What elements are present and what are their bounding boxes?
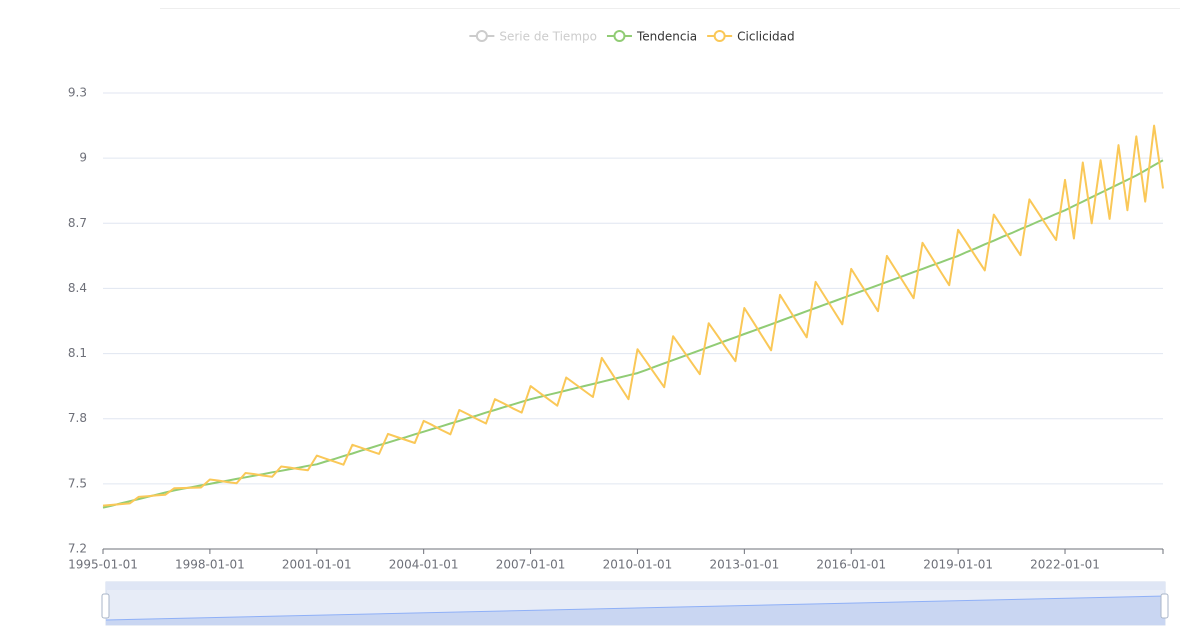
- x-tick-label: 2022-01-01: [1030, 558, 1100, 572]
- legend: Serie de Tiempo Tendencia Ciclicidad: [469, 30, 795, 44]
- data-zoom[interactable]: [101, 581, 1169, 626]
- x-tick-label: 2016-01-01: [816, 558, 886, 572]
- legend-item[interactable]: Tendencia: [606, 30, 697, 44]
- y-tick-label: 8.7: [68, 216, 87, 230]
- x-tick-label: 1998-01-01: [175, 558, 245, 572]
- zoom-bar: [106, 582, 1165, 590]
- x-tick-label: 1995-01-01: [68, 558, 138, 572]
- zoom-handle[interactable]: [1160, 593, 1169, 619]
- zoom-preview: [105, 595, 1166, 621]
- legend-symbol: [713, 30, 726, 42]
- zoom-shadow: [106, 596, 1165, 625]
- y-tick-label: 8.4: [68, 281, 87, 295]
- y-tick-label: 9.3: [68, 86, 87, 100]
- x-tick-label: 2010-01-01: [603, 558, 673, 572]
- legend-label: Serie de Tiempo: [499, 30, 597, 44]
- legend-item[interactable]: Ciclicidad: [707, 30, 795, 44]
- y-tick-label: 9: [79, 151, 87, 165]
- y-tick-label: 7.8: [68, 411, 87, 425]
- legend-symbol: [475, 30, 488, 42]
- y-tick-label: 7.5: [68, 476, 87, 490]
- x-tick-label: 2001-01-01: [282, 558, 352, 572]
- series-line: [102, 124, 1164, 507]
- x-tick-label: 2007-01-01: [496, 558, 566, 572]
- zoom-handle[interactable]: [101, 593, 110, 619]
- y-tick-label: 7.2: [68, 542, 87, 556]
- y-tick-label: 8.1: [68, 346, 87, 360]
- legend-label: Tendencia: [636, 30, 697, 44]
- legend-item[interactable]: Serie de Tiempo: [469, 30, 597, 44]
- series-line: [102, 159, 1164, 509]
- x-tick-label: 2004-01-01: [389, 558, 459, 572]
- x-tick-label: 2019-01-01: [923, 558, 993, 572]
- legend-label: Ciclicidad: [737, 30, 795, 44]
- legend-symbol: [613, 30, 626, 42]
- x-tick-label: 2013-01-01: [709, 558, 779, 572]
